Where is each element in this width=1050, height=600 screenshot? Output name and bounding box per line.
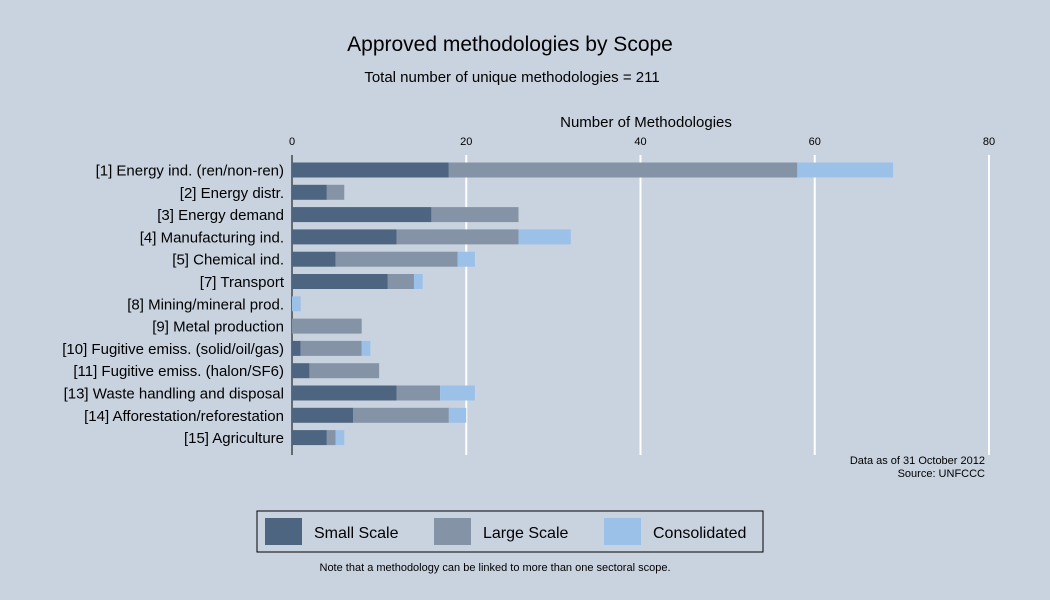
bar-segment (292, 430, 327, 446)
category-label: [4] Manufacturing ind. (140, 229, 284, 246)
bar-segment (797, 162, 894, 178)
bar-segment (292, 407, 353, 423)
bar-segment (326, 430, 336, 446)
legend-swatch-consolidated (604, 518, 641, 545)
bar-segment (518, 229, 571, 245)
bar-segment (292, 229, 397, 245)
category-label: [9] Metal production (152, 319, 284, 336)
legend-swatch-large-scale (434, 518, 471, 545)
bar-segment (309, 363, 380, 379)
bar-segment (396, 385, 441, 401)
bar-segment (292, 296, 301, 312)
bars (292, 162, 894, 446)
legend-frame (256, 510, 764, 553)
bar-segment (300, 340, 362, 356)
bar-segment (292, 274, 388, 289)
x-tick-label: 60 (809, 136, 821, 148)
bar-segment (448, 407, 467, 423)
category-label: [5] Chemical ind. (172, 252, 284, 269)
bar-segment (387, 274, 414, 289)
category-label: [2] Energy distr. (180, 185, 284, 202)
category-labels: [1] Energy ind. (ren/non-ren) [2] Energy … (62, 163, 285, 448)
data-date-annotation: Data as of 31 October 2012 (850, 455, 985, 467)
category-label: [14] Afforestation/reforestation (84, 408, 284, 425)
category-label: [15] Agriculture (184, 430, 284, 447)
category-label: [8] Mining/mineral prod. (127, 296, 284, 313)
legend-label-consolidated: Consolidated (653, 525, 746, 542)
chart-title: Approved methodologies by Scope (347, 33, 673, 56)
source-annotation: Source: UNFCCC (898, 468, 985, 480)
chart-subtitle: Total number of unique methodologies = 2… (364, 69, 659, 86)
bar-segment (440, 385, 475, 401)
bar-segment (413, 274, 423, 289)
category-label: [10] Fugitive emiss. (solid/oil/gas) (62, 341, 284, 358)
legend: Small Scale Large Scale Consolidated (256, 510, 764, 553)
bar-segment (335, 430, 345, 446)
bar-segment (292, 162, 449, 178)
category-label: [7] Transport (200, 274, 285, 291)
bar-segment (396, 229, 519, 245)
gridlines (465, 155, 990, 455)
legend-label-large-scale: Large Scale (483, 525, 568, 542)
bar-segment (292, 318, 362, 334)
bar-segment (335, 251, 458, 267)
category-label: [11] Fugitive emiss. (halon/SF6) (73, 363, 284, 380)
x-axis-title: Number of Methodologies (560, 114, 732, 131)
x-tick-labels: 0 20 40 60 80 (289, 136, 995, 148)
bar-segment (292, 251, 336, 267)
legend-label-small-scale: Small Scale (314, 525, 399, 542)
x-tick-label: 40 (634, 136, 646, 148)
bar-segment (352, 407, 449, 423)
legend-swatch-small-scale (265, 518, 302, 545)
x-tick-label: 20 (460, 136, 472, 148)
footnote: Note that a methodology can be linked to… (320, 562, 671, 574)
bar-segment (292, 207, 432, 223)
bar-segment (361, 340, 371, 356)
category-label: [1] Energy ind. (ren/non-ren) (96, 163, 284, 180)
bar-segment (326, 184, 345, 200)
bar-segment (292, 363, 310, 379)
bar-segment (292, 340, 301, 356)
category-label: [3] Energy demand (157, 207, 284, 224)
x-tick-label: 0 (289, 136, 295, 148)
bar-segment (457, 251, 475, 267)
x-tick-label: 80 (983, 136, 995, 148)
category-label: [13] Waste handling and disposal (64, 386, 284, 403)
bar-segment (431, 207, 519, 223)
bar-segment (292, 184, 327, 200)
bar-segment (292, 385, 397, 401)
bar-segment (448, 162, 798, 178)
